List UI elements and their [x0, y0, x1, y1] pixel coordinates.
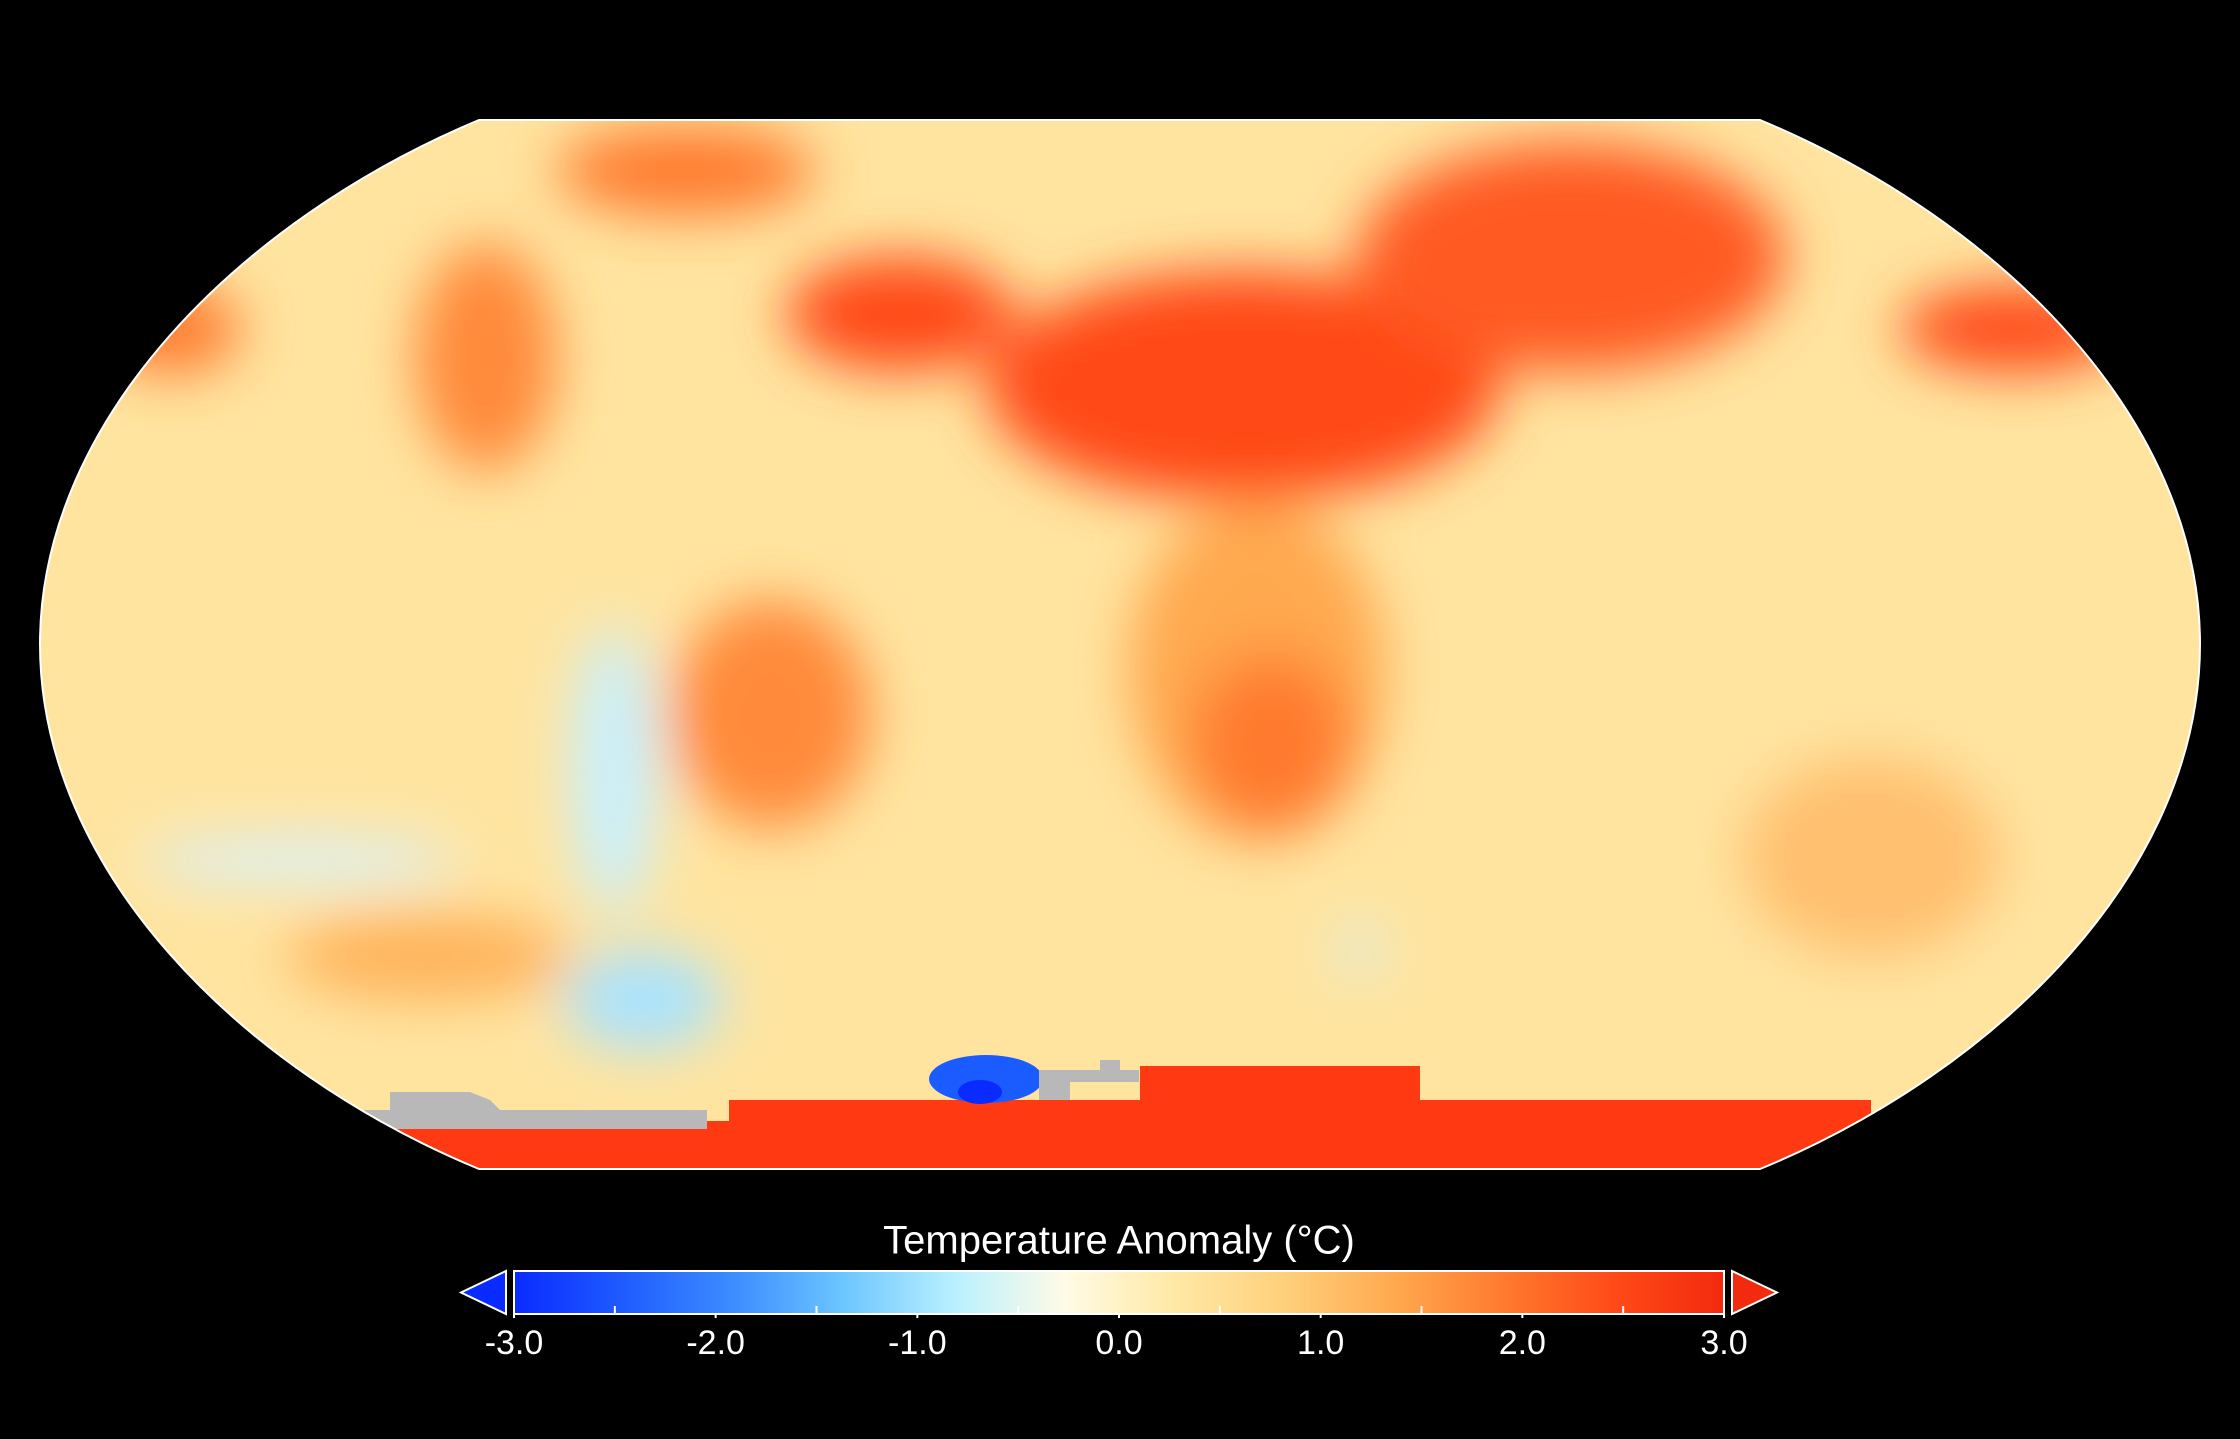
antarctic-anomaly — [1140, 1066, 1420, 1100]
cold-anomaly — [929, 1055, 1043, 1103]
antarctic-anomaly — [371, 1121, 729, 1169]
map-field — [40, 120, 2200, 1169]
colorbar-tick-label: -2.0 — [686, 1324, 745, 1362]
no-data — [1039, 1060, 1139, 1100]
map-outline — [38, 119, 2202, 1170]
colorbar-tick-label: -3.0 — [485, 1324, 544, 1362]
base-field — [40, 120, 2200, 1169]
colorbar — [513, 1270, 1725, 1315]
colorbar-tick-label: 1.0 — [1297, 1324, 1344, 1362]
antarctic-anomaly — [729, 1100, 1871, 1169]
colorbar-extend-high — [1731, 1269, 1780, 1316]
anomaly-field — [101, 126, 2128, 1050]
colorbar-extend-low — [458, 1269, 507, 1316]
no-data — [364, 1092, 707, 1129]
colorbar-tick-label: 0.0 — [1095, 1324, 1142, 1362]
cold-anomaly — [958, 1080, 1002, 1104]
colorbar-tick-label: 2.0 — [1499, 1324, 1546, 1362]
colorbar-title: Temperature Anomaly (°C) — [883, 1219, 1355, 1263]
colorbar-tick-label: 3.0 — [1700, 1324, 1747, 1362]
colorbar-tick-label: -1.0 — [888, 1324, 947, 1362]
